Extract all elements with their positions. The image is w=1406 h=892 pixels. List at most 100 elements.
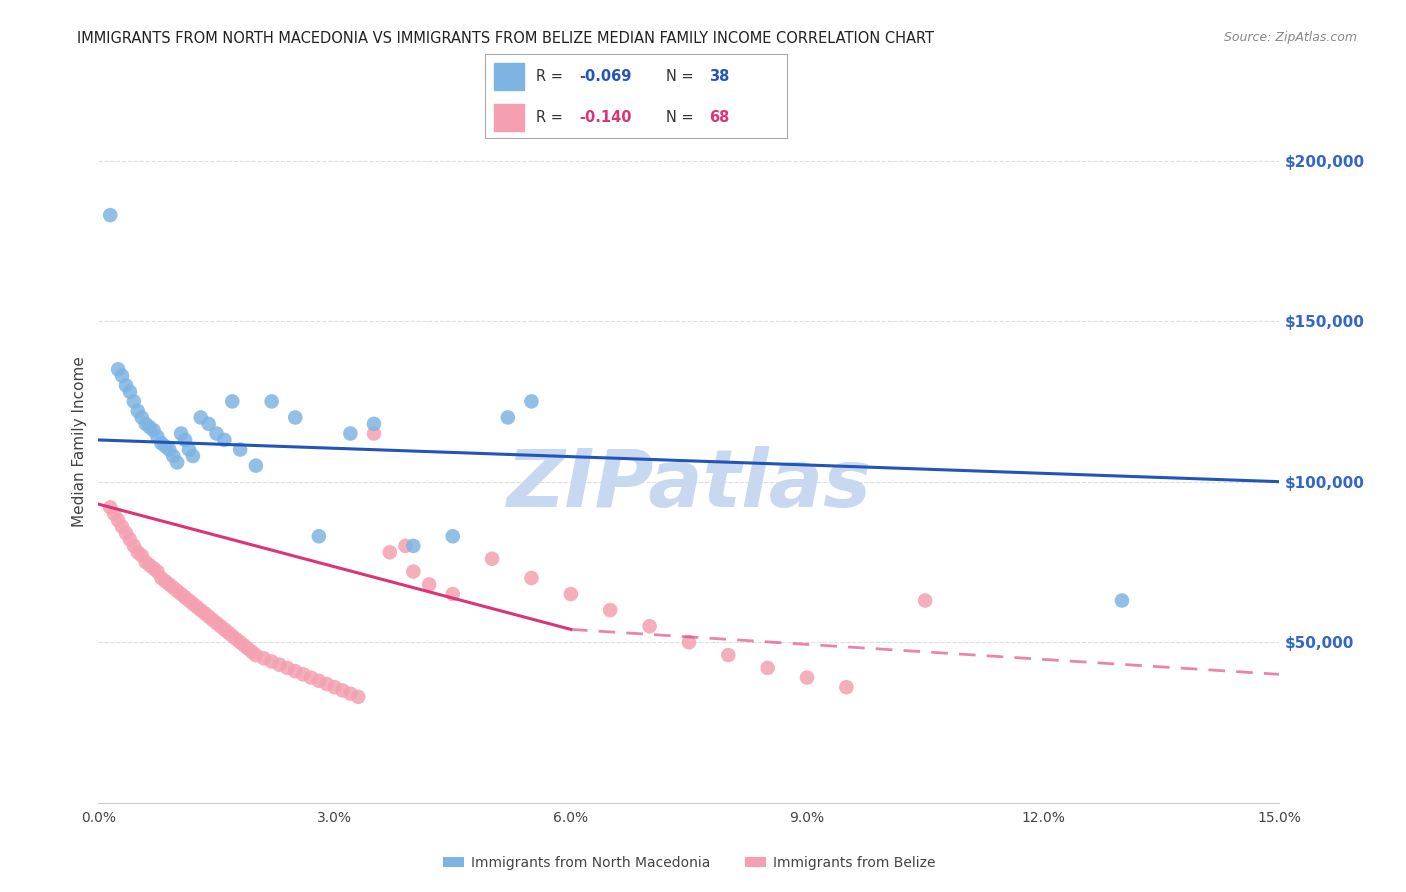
Point — [166, 583, 188, 598]
Point — [209, 619, 232, 633]
Point — [835, 680, 858, 694]
Point — [229, 635, 252, 649]
Point — [170, 426, 193, 441]
Point — [599, 603, 621, 617]
Point — [201, 613, 224, 627]
Point — [363, 426, 385, 441]
Point — [418, 577, 440, 591]
Point — [756, 661, 779, 675]
Point — [260, 394, 283, 409]
Point — [150, 571, 173, 585]
Point — [378, 545, 401, 559]
Point — [111, 519, 134, 533]
Point — [496, 410, 519, 425]
Point — [146, 430, 169, 444]
Point — [122, 539, 145, 553]
Point — [678, 635, 700, 649]
Point — [190, 603, 212, 617]
Point — [402, 539, 425, 553]
Legend: Immigrants from North Macedonia, Immigrants from Belize: Immigrants from North Macedonia, Immigra… — [437, 850, 941, 875]
Point — [122, 394, 145, 409]
Point — [157, 442, 180, 457]
Point — [190, 410, 212, 425]
Text: N =: N = — [666, 69, 699, 84]
Point — [127, 545, 149, 559]
Point — [292, 667, 315, 681]
Point — [138, 420, 160, 434]
Point — [103, 507, 125, 521]
Bar — [494, 104, 524, 131]
Text: -0.140: -0.140 — [579, 111, 631, 126]
Point — [520, 394, 543, 409]
Point — [323, 680, 346, 694]
Point — [194, 607, 217, 621]
Point — [229, 442, 252, 457]
Point — [157, 577, 180, 591]
Point — [111, 368, 134, 383]
Text: N =: N = — [666, 111, 699, 126]
Point — [197, 417, 219, 431]
Point — [174, 433, 197, 447]
Point — [225, 632, 247, 646]
Point — [135, 555, 157, 569]
Point — [315, 677, 337, 691]
Point — [150, 436, 173, 450]
Point — [135, 417, 157, 431]
Point — [402, 565, 425, 579]
Point — [181, 449, 204, 463]
Point — [127, 404, 149, 418]
Point — [299, 671, 322, 685]
Point — [142, 561, 165, 575]
Point — [138, 558, 160, 573]
Point — [115, 526, 138, 541]
Text: -0.069: -0.069 — [579, 69, 631, 84]
Point — [339, 687, 361, 701]
Point — [107, 362, 129, 376]
Point — [205, 426, 228, 441]
Point — [339, 426, 361, 441]
Text: R =: R = — [537, 69, 568, 84]
Point — [914, 593, 936, 607]
Point — [155, 574, 177, 589]
Point — [221, 629, 243, 643]
Point — [441, 587, 464, 601]
Point — [177, 442, 200, 457]
Point — [214, 623, 236, 637]
Point — [260, 655, 283, 669]
Point — [363, 417, 385, 431]
Point — [284, 664, 307, 678]
Point — [142, 423, 165, 437]
Point — [98, 500, 121, 515]
Point — [560, 587, 582, 601]
Point — [197, 609, 219, 624]
Point — [186, 599, 208, 614]
Point — [205, 615, 228, 630]
Point — [146, 565, 169, 579]
Point — [481, 551, 503, 566]
Point — [118, 533, 141, 547]
Point — [155, 439, 177, 453]
Point — [276, 661, 298, 675]
Point — [332, 683, 354, 698]
Point — [253, 651, 276, 665]
Point — [240, 645, 263, 659]
Point — [98, 208, 121, 222]
Text: 38: 38 — [709, 69, 730, 84]
Point — [217, 625, 239, 640]
Point — [796, 671, 818, 685]
Point — [131, 549, 153, 563]
Point — [233, 639, 256, 653]
Text: Source: ZipAtlas.com: Source: ZipAtlas.com — [1223, 31, 1357, 45]
Point — [284, 410, 307, 425]
Point — [308, 673, 330, 688]
Point — [269, 657, 291, 672]
Point — [177, 593, 200, 607]
Point — [245, 458, 267, 473]
Point — [162, 581, 184, 595]
Text: 68: 68 — [709, 111, 730, 126]
Point — [107, 513, 129, 527]
Point — [441, 529, 464, 543]
Text: ZIPatlas: ZIPatlas — [506, 446, 872, 524]
Point — [308, 529, 330, 543]
Point — [181, 597, 204, 611]
